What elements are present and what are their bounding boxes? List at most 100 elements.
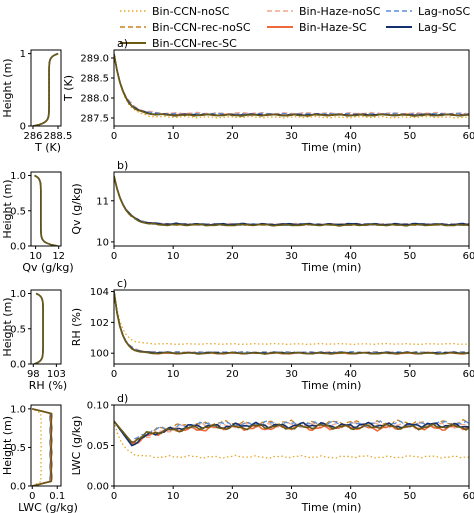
panel-label: c): [117, 277, 127, 290]
x-axis-label: Time (min): [301, 501, 362, 513]
x-tick-label: 288.5: [44, 131, 73, 142]
x-tick-label: 50: [403, 491, 416, 502]
profile-series: [33, 292, 45, 364]
series-line-Bin-CCN-rec-noSC: [114, 418, 469, 445]
x-tick-label: 40: [344, 251, 357, 262]
x-tick-label: 60: [463, 131, 474, 142]
legend-entry: Lag-noSC: [386, 5, 471, 18]
legend-entry: Bin-CCN-rec-SC: [120, 37, 237, 50]
series-line-Lag-noSC: [114, 175, 469, 227]
series-group: [114, 175, 469, 227]
series-line-Bin-CCN-rec-noSC: [114, 175, 469, 227]
x-tick-label: 98: [27, 369, 40, 380]
profile-line-Lag-SC: [34, 174, 58, 246]
x-tick-label: 50: [403, 251, 416, 262]
x-axis-label: LWC (g/kg): [18, 501, 78, 513]
legend-entry: Lag-SC: [386, 21, 457, 34]
y-tick-label: 0.5: [10, 206, 26, 217]
x-axis-label: Time (min): [301, 141, 362, 154]
profile-line-Bin-CCN-rec-SC: [34, 292, 45, 364]
profile-line-Bin-CCN-rec-SC: [34, 174, 58, 246]
axes-frame: [30, 171, 62, 247]
legend-label: Lag-SC: [418, 21, 457, 34]
series-line-Bin-CCN-rec-SC: [114, 175, 469, 227]
y-tick-label: 0.00: [87, 482, 109, 493]
y-axis-label: Height (m): [1, 58, 14, 117]
x-axis-label: Qv (g/kg): [22, 261, 73, 274]
x-tick-label: 12: [52, 251, 65, 262]
x-tick-label: 30: [285, 369, 298, 380]
panels: 0 10 2 0 30 40 50 60 287.5 288.0 288.5 289.0 Time (m…: [1, 37, 474, 513]
x-axis-label: Time (min): [301, 261, 362, 274]
x-tick-label: 60: [463, 491, 474, 502]
series-line-Bin-CCN-rec-SC: [114, 291, 469, 355]
profile-line-Bin-CCN-rec-SC: [32, 408, 53, 486]
series-line-Bin-Haze-SC: [114, 291, 469, 355]
panel-label: b): [117, 159, 128, 172]
series-line-Bin-Haze-noSC: [114, 420, 469, 447]
y-tick-label: 0.5: [10, 443, 26, 454]
profile-line-Lag-SC: [33, 292, 44, 364]
series-line-Bin-Haze-noSC: [114, 175, 469, 226]
series-line-Bin-Haze-noSC: [114, 53, 469, 115]
x-tick-label: 30: [285, 251, 298, 262]
series-line-Lag-noSC: [114, 53, 469, 116]
y-axis-label: Height (m): [1, 297, 14, 356]
y-tick-label: 100: [90, 349, 109, 360]
x-tick-label: 60: [463, 369, 474, 380]
series-line-Bin-Haze-SC: [114, 175, 469, 227]
series-group: [114, 291, 469, 355]
x-axis-label: Time (min): [301, 379, 362, 392]
x-tick-label: 286: [23, 131, 42, 142]
legend-label: Bin-CCN-rec-SC: [152, 37, 237, 50]
y-tick-label: 0.0: [10, 482, 26, 493]
axes-frame: [113, 404, 470, 487]
profile-series: [32, 52, 59, 126]
x-tick-label: 10: [167, 369, 180, 380]
legend-entry: Bin-Haze-SC: [267, 21, 367, 34]
x-tick-label: 0: [111, 369, 117, 380]
x-tick-label: 0.1: [49, 491, 65, 502]
profile-line-Bin-CCN-noSC: [31, 408, 42, 486]
x-tick-label: 40: [344, 369, 357, 380]
y-axis-label: T (K): [62, 75, 75, 102]
y-tick-label: 289.0: [80, 54, 109, 65]
axes-frame: [30, 49, 62, 127]
series-line-Bin-CCN-noSC: [114, 53, 469, 119]
x-tick-label: 10: [167, 131, 180, 142]
profile-line-Bin-CCN-noSC: [32, 53, 59, 126]
profile-line-Lag-SC: [32, 52, 59, 126]
x-tick-label: 40: [344, 491, 357, 502]
y-tick-label: 1.0: [10, 404, 26, 415]
legend: Bin-CCN-noSC Bin-CCN-rec-noSC Bin-CCN-rec-…: [120, 5, 471, 50]
y-tick-label: 0.5: [10, 324, 26, 335]
y-tick-label: 0.05: [87, 441, 109, 452]
x-axis-label: T (K): [34, 141, 61, 154]
main-panel-3: 0 10 20 30 40 50 60 0.00 0.05 0.10 Time (min) LWC (…: [70, 392, 474, 513]
x-tick-label: 0: [111, 131, 117, 142]
legend-label: Bin-Haze-noSC: [299, 5, 381, 18]
x-tick-label: 0: [111, 251, 117, 262]
y-tick-label: 10: [96, 237, 109, 248]
y-tick-label: 11: [96, 196, 109, 207]
axes-frame: [30, 289, 62, 365]
legend-entry: Bin-CCN-rec-noSC: [120, 21, 251, 34]
x-tick-label: 10: [29, 251, 42, 262]
series-line-Lag-SC: [114, 291, 469, 355]
axes-frame: [30, 404, 62, 487]
series-line-Bin-Haze-SC: [114, 53, 469, 117]
y-tick-label: 287.5: [80, 114, 109, 125]
profile-series: [33, 174, 58, 246]
y-tick-label: 288.0: [80, 94, 109, 105]
y-tick-label: 0.0: [10, 242, 26, 253]
x-tick-label: 50: [403, 131, 416, 142]
x-tick-label: 0: [29, 491, 35, 502]
legend-label: Bin-CCN-noSC: [152, 5, 230, 18]
profile-panel-1: 10 12 0.0 0.5 1.0 Qv (g/kg) Height (m): [1, 171, 74, 274]
profile-panel-2: 98 103 0.0 0.5 1.0 RH (%) Height (m): [1, 289, 67, 392]
y-tick-label: 102: [90, 318, 109, 329]
y-tick-label: 0.0: [10, 360, 26, 371]
y-tick-label: 0: [20, 122, 26, 133]
